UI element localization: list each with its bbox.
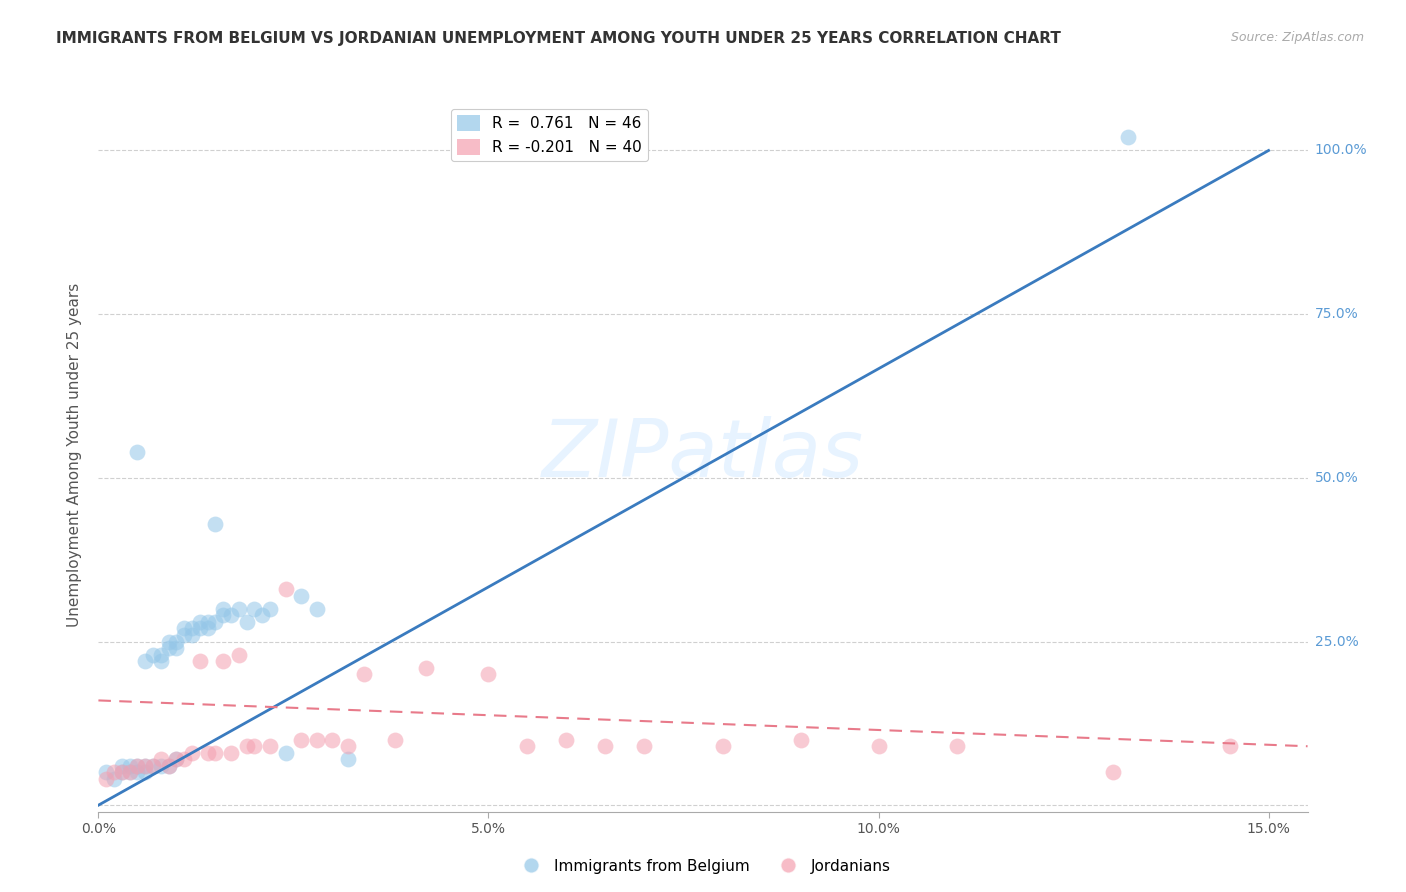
Point — [711, 739, 734, 754]
Point — [290, 732, 312, 747]
Point — [181, 621, 204, 635]
Point — [157, 759, 180, 773]
Point — [188, 654, 211, 668]
Point — [157, 634, 180, 648]
Point — [188, 615, 211, 629]
Point — [173, 628, 195, 642]
Point — [173, 752, 195, 766]
Point — [197, 621, 219, 635]
Point — [173, 621, 195, 635]
Point — [118, 765, 141, 780]
Point — [1219, 739, 1241, 754]
Point — [197, 746, 219, 760]
Point — [212, 601, 235, 615]
Point — [96, 772, 118, 786]
Point — [134, 654, 156, 668]
Text: 50.0%: 50.0% — [1315, 471, 1358, 485]
Point — [111, 759, 134, 773]
Text: 100.0%: 100.0% — [1315, 144, 1367, 158]
Point — [111, 765, 134, 780]
Point — [555, 732, 578, 747]
Text: 25.0%: 25.0% — [1315, 634, 1358, 648]
Point — [235, 739, 257, 754]
Point — [384, 732, 406, 747]
Point — [127, 759, 149, 773]
Legend: R =  0.761   N = 46, R = -0.201   N = 40: R = 0.761 N = 46, R = -0.201 N = 40 — [451, 110, 648, 161]
Point — [103, 765, 125, 780]
Point — [118, 765, 141, 780]
Point — [127, 759, 149, 773]
Point — [228, 648, 250, 662]
Point — [212, 608, 235, 623]
Point — [204, 746, 226, 760]
Point — [149, 654, 172, 668]
Point — [197, 615, 219, 629]
Point — [477, 667, 499, 681]
Point — [321, 732, 343, 747]
Point — [1101, 765, 1123, 780]
Y-axis label: Unemployment Among Youth under 25 years: Unemployment Among Youth under 25 years — [67, 283, 83, 627]
Point — [181, 746, 204, 760]
Point — [789, 732, 811, 747]
Point — [142, 648, 165, 662]
Point — [595, 739, 617, 754]
Point — [274, 582, 297, 596]
Point — [228, 601, 250, 615]
Point — [353, 667, 375, 681]
Point — [243, 601, 266, 615]
Point — [157, 759, 180, 773]
Point — [945, 739, 967, 754]
Point — [212, 654, 235, 668]
Point — [188, 621, 211, 635]
Point — [165, 752, 187, 766]
Point — [259, 739, 281, 754]
Point — [415, 661, 437, 675]
Text: ZIPatlas: ZIPatlas — [541, 416, 865, 494]
Point — [127, 444, 149, 458]
Text: 75.0%: 75.0% — [1315, 307, 1358, 321]
Point — [243, 739, 266, 754]
Point — [204, 615, 226, 629]
Point — [157, 641, 180, 656]
Legend: Immigrants from Belgium, Jordanians: Immigrants from Belgium, Jordanians — [509, 853, 897, 880]
Point — [235, 615, 257, 629]
Point — [149, 752, 172, 766]
Point — [118, 759, 141, 773]
Point — [337, 739, 360, 754]
Point — [165, 752, 187, 766]
Point — [305, 732, 328, 747]
Point — [134, 765, 156, 780]
Point — [204, 516, 226, 531]
Point — [96, 765, 118, 780]
Point — [142, 759, 165, 773]
Point — [305, 601, 328, 615]
Point — [274, 746, 297, 760]
Point — [1116, 130, 1139, 145]
Point — [134, 759, 156, 773]
Point — [868, 739, 890, 754]
Point — [165, 641, 187, 656]
Point — [290, 589, 312, 603]
Point — [633, 739, 655, 754]
Point — [219, 608, 242, 623]
Point — [127, 765, 149, 780]
Point — [134, 759, 156, 773]
Point — [165, 634, 187, 648]
Point — [259, 601, 281, 615]
Point — [181, 628, 204, 642]
Point — [252, 608, 274, 623]
Text: Source: ZipAtlas.com: Source: ZipAtlas.com — [1230, 31, 1364, 45]
Point — [337, 752, 360, 766]
Point — [219, 746, 242, 760]
Point — [111, 765, 134, 780]
Point — [142, 759, 165, 773]
Text: IMMIGRANTS FROM BELGIUM VS JORDANIAN UNEMPLOYMENT AMONG YOUTH UNDER 25 YEARS COR: IMMIGRANTS FROM BELGIUM VS JORDANIAN UNE… — [56, 31, 1062, 46]
Point — [516, 739, 538, 754]
Point — [149, 648, 172, 662]
Point — [103, 772, 125, 786]
Point — [149, 759, 172, 773]
